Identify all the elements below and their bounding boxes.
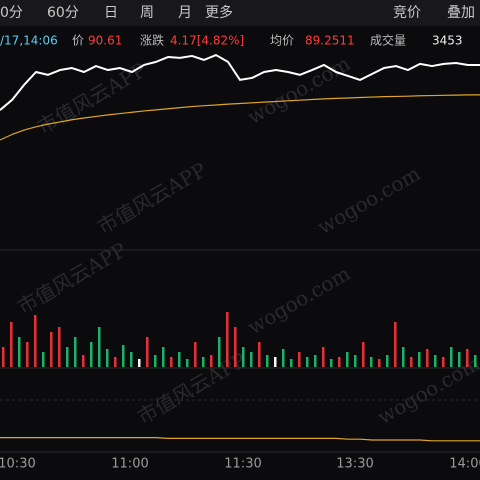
volume-bar — [114, 357, 117, 367]
volume-bar — [386, 355, 389, 367]
volume-bar — [146, 337, 149, 367]
volume-bar — [90, 342, 93, 367]
volume-bar — [346, 352, 349, 367]
tab[interactable]: 0分 — [0, 5, 23, 21]
volume-bar — [314, 355, 317, 367]
info-price-label: 价 — [72, 34, 84, 48]
volume-bar — [354, 355, 357, 367]
volume-bar — [298, 352, 301, 367]
volume-bar — [178, 352, 181, 367]
volume-bar — [426, 349, 429, 367]
volume-bar — [450, 347, 453, 367]
volume-bar — [18, 337, 21, 367]
info-avg-label: 均价 — [270, 34, 294, 48]
volume-bar — [394, 322, 397, 367]
volume-bar — [370, 357, 373, 367]
avg-line — [0, 94, 480, 141]
volume-bar — [66, 347, 69, 367]
info-time: /17,14:06 — [0, 34, 58, 48]
volume-bar — [50, 332, 53, 367]
x-label: 14:00 — [449, 457, 480, 472]
volume-bar — [34, 315, 37, 367]
volume-bar — [98, 327, 101, 367]
tab-bar — [0, 0, 480, 26]
volume-bar — [362, 342, 365, 367]
x-label: 11:00 — [111, 457, 148, 472]
info-volume-label: 成交量 — [370, 33, 406, 48]
volume-bar — [130, 352, 133, 367]
volume-bar — [234, 327, 237, 367]
volume-bar — [186, 359, 189, 367]
volume-bar — [290, 359, 293, 367]
volume-bar — [258, 342, 261, 367]
volume-bar — [442, 357, 445, 367]
volume-bar — [338, 357, 341, 367]
volume-bar — [42, 352, 45, 367]
info-price: 90.61 — [88, 34, 122, 48]
tab[interactable]: 叠加 — [447, 5, 475, 21]
volume-bar — [402, 347, 405, 367]
volume-bar — [242, 347, 245, 367]
volume-bar — [210, 355, 213, 367]
volume-bar — [306, 357, 309, 367]
x-label: 11:30 — [224, 457, 261, 472]
volume-bar — [194, 342, 197, 367]
tab[interactable]: 60分 — [47, 5, 79, 21]
volume-bar — [474, 355, 477, 367]
x-label: 13:30 — [336, 457, 373, 472]
volume-bar — [122, 345, 125, 367]
volume-bar — [434, 355, 437, 367]
volume-bar — [58, 327, 61, 367]
volume-bar — [26, 342, 29, 367]
volume-bar — [378, 359, 381, 367]
volume-bar — [330, 359, 333, 367]
volume-bar — [466, 349, 469, 367]
info-change: 4.17[4.82%] — [170, 34, 244, 48]
info-volume: 3453 — [432, 34, 463, 48]
volume-bar — [2, 347, 5, 367]
x-label: 10:30 — [0, 457, 36, 472]
volume-bar — [274, 357, 277, 367]
tab[interactable]: 更多 — [205, 4, 233, 21]
volume-bar — [162, 347, 165, 367]
volume-bar — [226, 312, 229, 367]
info-change-label: 涨跌 — [140, 33, 164, 48]
volume-bar — [170, 357, 173, 367]
volume-bar — [74, 337, 77, 367]
tab[interactable]: 竞价 — [393, 4, 421, 21]
indicator-line — [0, 437, 480, 442]
volume-bar — [10, 322, 13, 367]
volume-bar — [266, 355, 269, 367]
volume-bar — [202, 357, 205, 367]
price-line — [0, 54, 480, 111]
volume-bar — [106, 349, 109, 367]
volume-bar — [138, 359, 141, 367]
volume-bar — [82, 355, 85, 367]
volume-bar — [282, 349, 285, 367]
volume-bar — [458, 352, 461, 367]
volume-bar — [154, 355, 157, 367]
tab[interactable]: 日 — [104, 5, 118, 21]
volume-bar — [218, 337, 221, 367]
volume-bar — [410, 357, 413, 367]
tab[interactable]: 月 — [178, 5, 192, 21]
volume-bar — [418, 352, 421, 367]
volume-bar — [250, 352, 253, 367]
info-avg: 89.2511 — [305, 34, 355, 48]
tab[interactable]: 周 — [140, 5, 154, 21]
volume-bar — [322, 347, 325, 367]
